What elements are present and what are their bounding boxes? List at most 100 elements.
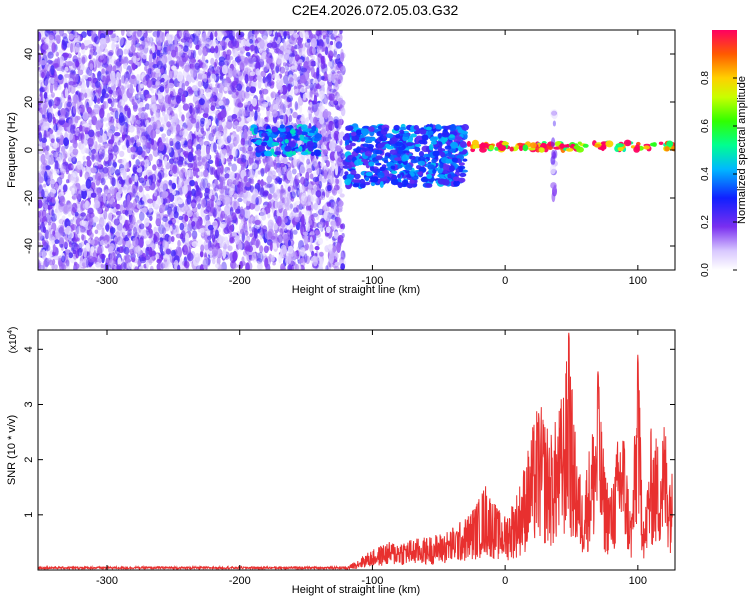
spectrogram-cell	[153, 231, 160, 243]
spectrogram-cell	[48, 154, 55, 165]
spectrogram-cell	[116, 223, 123, 235]
spectrogram-cell	[61, 164, 67, 170]
spectrogram-cell	[49, 168, 54, 175]
spectrogram-cell	[248, 254, 252, 260]
spectrogram-cell	[170, 236, 175, 242]
spectrogram-cell	[168, 210, 173, 220]
spectrogram-cell	[202, 257, 209, 268]
spectrogram-cell	[160, 115, 168, 125]
spectrogram-cell	[226, 240, 230, 246]
spectrogram-cell	[270, 255, 275, 262]
spectrogram-cell	[266, 107, 271, 118]
spectrogram-cell	[62, 161, 69, 167]
spectrogram-cell	[234, 217, 239, 226]
spectrogram-cell	[133, 198, 138, 210]
spectrogram-cell	[232, 38, 237, 47]
spectrogram-cell	[282, 74, 290, 85]
spectrogram-cell	[233, 197, 237, 207]
spectrogram-cell	[89, 78, 97, 88]
spectrogram-cell	[47, 59, 53, 64]
spectrogram-cell	[40, 153, 46, 164]
spectrogram-cell	[230, 171, 235, 180]
spectrogram-cell	[256, 115, 261, 124]
spectrogram-cell	[81, 82, 87, 90]
spectrogram-cell	[242, 162, 247, 169]
spectrogram-cell	[275, 216, 282, 224]
spectrogram-cell	[100, 264, 105, 270]
spectrogram-cell	[275, 64, 280, 74]
spectrogram-cell	[124, 104, 129, 110]
spectrogram-cell	[155, 218, 161, 226]
spectrogram-cell	[245, 262, 250, 270]
spectrogram-cell	[103, 209, 108, 220]
spectrogram-cell	[169, 225, 173, 232]
spectrogram-cell	[161, 133, 167, 138]
spectrogram-cell	[319, 257, 324, 268]
spectrogram-cell	[94, 229, 99, 235]
spectrogram-cell	[132, 115, 136, 123]
spectrogram-cell	[254, 204, 261, 212]
spectrogram-cell	[233, 118, 240, 126]
spectrogram-cell	[309, 173, 314, 180]
spectrogram-cell	[168, 114, 172, 120]
spectrogram-cell	[290, 65, 297, 70]
spectrogram-cell	[216, 197, 221, 206]
spectrogram-cell	[211, 87, 219, 94]
spectrogram-cell	[214, 30, 218, 38]
spectrogram-cell	[59, 243, 64, 248]
spectrogram-cell	[82, 111, 89, 121]
spectrogram-cell	[235, 91, 239, 96]
spectrogram-cell	[324, 233, 330, 238]
spectrogram-cell	[44, 171, 48, 182]
spectrogram-cell	[281, 84, 288, 95]
spectrogram-cell	[51, 42, 56, 53]
spectrogram-cell	[98, 143, 102, 150]
spectrogram-cell	[39, 81, 43, 88]
spectrogram-cell	[168, 60, 175, 66]
spectrogram-cell	[163, 221, 171, 232]
spectrogram-cell	[223, 87, 228, 91]
spectrogram-cell	[244, 208, 251, 219]
spectrogram-cell	[84, 92, 88, 99]
spectrogram-cell	[107, 30, 113, 35]
spectrogram-cell	[223, 80, 228, 86]
spectrogram-cell	[141, 180, 146, 186]
spectrogram-cell	[140, 112, 145, 119]
spectrogram-cell	[199, 70, 204, 75]
spectrogram-cell	[178, 169, 185, 179]
spectrogram-cell	[204, 43, 210, 50]
spectrogram-cell	[260, 168, 265, 177]
spectrogram-cell	[123, 184, 128, 194]
spectrogram-cell	[221, 64, 228, 75]
spectrogram-cell	[42, 103, 47, 115]
spectrogram-cell	[42, 260, 47, 267]
spectrogram-cell	[61, 39, 65, 46]
spectrogram-cell	[185, 32, 191, 38]
spectrogram-cell	[313, 94, 318, 105]
spectrogram-cell	[45, 165, 51, 170]
spectrogram-cell	[195, 107, 200, 114]
spectrogram-cell	[260, 208, 267, 220]
spectrogram-cell	[91, 154, 95, 162]
spectrogram-cell	[38, 182, 42, 193]
spectrogram-cell	[267, 228, 274, 239]
spectrogram-cell	[93, 104, 100, 114]
spectrogram-cell	[190, 62, 196, 70]
spectrogram-cell	[198, 137, 204, 147]
spectrogram-cell	[182, 45, 189, 52]
spectrogram-cell	[216, 30, 222, 42]
spectrogram-cell	[46, 215, 52, 221]
spectrogram-cell	[246, 158, 253, 167]
spectrogram-cell	[164, 114, 169, 123]
spectrogram-cell	[168, 220, 173, 225]
spectrogram-cell	[71, 244, 77, 252]
spectrogram-cell	[74, 130, 81, 138]
spectrogram-cell	[236, 116, 242, 123]
spectrogram-cell	[72, 141, 78, 149]
spectrogram-cell	[280, 184, 284, 193]
spectrogram-cell	[178, 104, 182, 113]
spectrogram-cell	[157, 162, 164, 170]
spectrogram-cell	[306, 158, 311, 165]
spectrogram-cell	[183, 151, 189, 156]
spectrogram-cell	[338, 200, 344, 208]
